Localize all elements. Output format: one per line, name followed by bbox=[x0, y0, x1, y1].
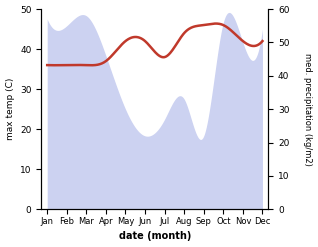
Y-axis label: med. precipitation (kg/m2): med. precipitation (kg/m2) bbox=[303, 53, 313, 165]
X-axis label: date (month): date (month) bbox=[119, 231, 191, 242]
Y-axis label: max temp (C): max temp (C) bbox=[5, 78, 15, 140]
